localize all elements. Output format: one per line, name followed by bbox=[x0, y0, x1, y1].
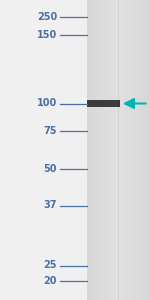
Bar bbox=[139, 0, 141, 300]
Bar bbox=[137, 0, 139, 300]
Bar bbox=[95, 0, 96, 300]
Bar bbox=[100, 0, 101, 300]
Bar bbox=[114, 0, 115, 300]
Bar bbox=[136, 0, 137, 300]
Text: 20: 20 bbox=[44, 275, 57, 286]
Bar bbox=[117, 0, 118, 300]
Bar bbox=[120, 0, 122, 300]
Bar bbox=[147, 0, 148, 300]
Bar bbox=[98, 0, 100, 300]
Bar bbox=[104, 0, 106, 300]
Bar bbox=[131, 0, 133, 300]
Bar bbox=[115, 0, 117, 300]
Bar bbox=[126, 0, 128, 300]
Bar bbox=[109, 0, 111, 300]
Bar bbox=[125, 0, 126, 300]
Text: 100: 100 bbox=[37, 98, 57, 109]
Bar bbox=[129, 0, 131, 300]
Bar bbox=[144, 0, 145, 300]
Text: 150: 150 bbox=[37, 29, 57, 40]
Bar bbox=[88, 0, 90, 300]
Text: 75: 75 bbox=[44, 125, 57, 136]
Bar bbox=[134, 0, 136, 300]
Bar bbox=[141, 0, 142, 300]
Text: 50: 50 bbox=[44, 164, 57, 175]
Bar bbox=[123, 0, 125, 300]
Bar bbox=[93, 0, 95, 300]
Bar bbox=[112, 0, 114, 300]
Bar bbox=[111, 0, 112, 300]
Bar bbox=[133, 0, 134, 300]
Bar bbox=[90, 0, 92, 300]
Bar bbox=[106, 0, 107, 300]
Bar bbox=[118, 0, 120, 300]
Bar bbox=[148, 0, 150, 300]
Bar bbox=[122, 0, 123, 300]
Bar bbox=[101, 0, 103, 300]
Bar bbox=[128, 0, 130, 300]
Bar bbox=[142, 0, 144, 300]
Text: 25: 25 bbox=[44, 260, 57, 271]
Bar bbox=[103, 0, 104, 300]
Bar bbox=[87, 100, 120, 107]
Bar bbox=[107, 0, 109, 300]
Bar bbox=[145, 0, 147, 300]
Bar bbox=[87, 0, 88, 300]
Bar bbox=[96, 0, 98, 300]
Text: 250: 250 bbox=[37, 11, 57, 22]
Bar bbox=[87, 0, 150, 300]
Text: 37: 37 bbox=[44, 200, 57, 211]
Bar bbox=[92, 0, 93, 300]
